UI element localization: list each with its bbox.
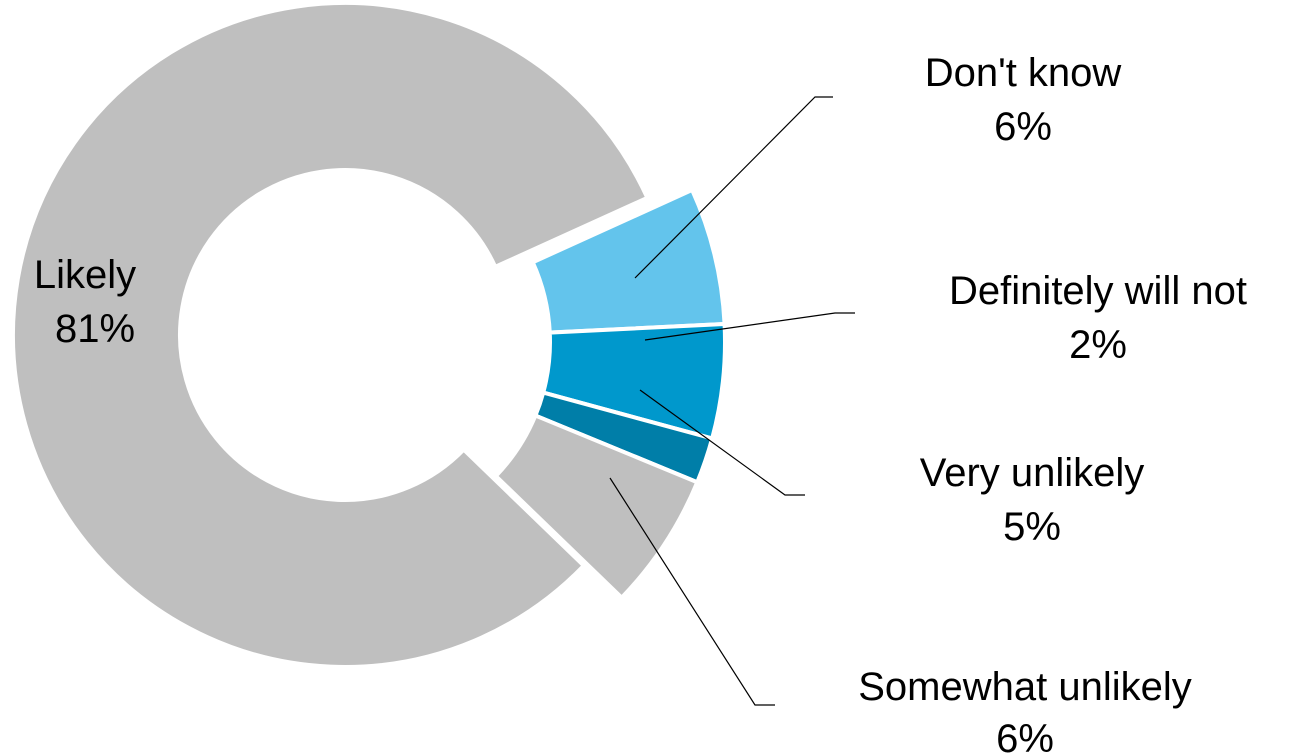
leader-line [644, 312, 855, 341]
slice-label: Somewhat unlikely [858, 665, 1192, 709]
slice-label: Very unlikely [920, 451, 1145, 495]
leader-line [634, 96, 833, 279]
slice-likely [11, 1, 651, 669]
slice-label: Likely [34, 253, 136, 297]
slice-value-label: 6% [996, 717, 1054, 754]
slice-group [11, 1, 727, 669]
slice-label: Don't know [925, 51, 1122, 95]
leader-line-group [609, 96, 855, 706]
slice-value-label: 6% [994, 105, 1052, 149]
slice-value-label: 81% [55, 307, 135, 351]
slice-don-t-know [493, 412, 700, 601]
slice-value-label: 2% [1069, 323, 1127, 367]
leader-line [639, 389, 805, 496]
slice-value-label: 5% [1003, 505, 1061, 549]
leader-line [609, 477, 775, 706]
label-group: Likely 81% Somewhat unlikely 6% Very unlikel… [34, 51, 1247, 754]
slice-label: Definitely will not [949, 269, 1247, 313]
